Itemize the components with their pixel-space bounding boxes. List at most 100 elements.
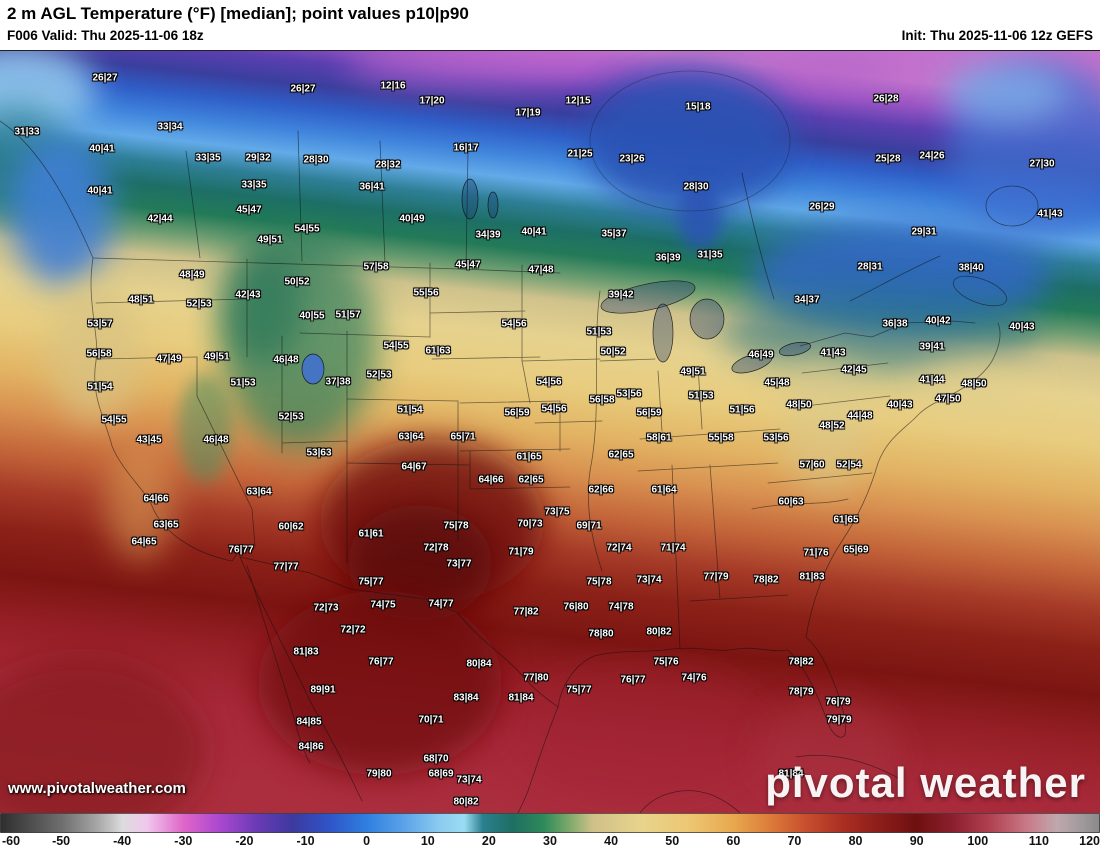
station-value: 81|84 [778,768,804,780]
station-value: 58|61 [646,432,672,444]
station-value: 76|77 [228,544,254,556]
station-value: 53|56 [763,432,789,444]
station-value: 73|77 [446,558,472,570]
station-value: 78|82 [788,656,814,668]
station-value: 71|76 [803,547,829,559]
colorbar-tick-label: 20 [481,834,496,848]
station-value: 68|69 [428,768,454,780]
station-value: 80|82 [453,796,479,808]
colorbar-tick-label: 100 [967,834,989,848]
station-value: 23|26 [619,153,645,165]
station-value: 48|50 [961,378,987,390]
station-value: 39|41 [919,341,945,353]
station-value: 45|48 [764,377,790,389]
station-value: 52|53 [366,369,392,381]
station-value: 26|27 [290,83,316,95]
station-value: 51|56 [729,404,755,416]
colorbar-tick-label: 110 [1028,834,1049,848]
station-value: 69|71 [576,520,602,532]
station-value: 76|77 [368,656,394,668]
station-value: 56|59 [504,407,530,419]
station-value: 52|54 [836,459,862,471]
station-value: 74|75 [370,599,396,611]
station-value: 83|84 [453,692,479,704]
station-value: 65|71 [450,431,476,443]
station-value: 79|80 [366,768,392,780]
station-value: 81|83 [799,571,825,583]
station-value: 40|42 [925,315,951,327]
station-value: 16|17 [453,142,479,154]
station-value: 76|79 [825,696,851,708]
station-value: 12|15 [565,95,591,107]
station-value: 63|64 [398,431,424,443]
station-value: 78|79 [788,686,814,698]
station-value: 43|45 [136,434,162,446]
colorbar-tick-label: 0 [363,834,371,848]
station-value: 50|52 [284,276,310,288]
station-value: 28|32 [375,159,401,171]
site-watermark: www.pivotalweather.com [8,780,186,797]
station-value: 29|31 [911,226,937,238]
brand-logo: pivotal weather [765,759,1086,806]
station-value: 33|35 [195,152,221,164]
station-value: 79|79 [826,714,852,726]
station-value: 78|80 [588,628,614,640]
station-value: 56|58 [589,394,615,406]
station-value: 76|80 [563,601,589,613]
station-value: 72|78 [423,542,449,554]
colorbar-tick-label: -10 [296,834,315,848]
station-value: 31|33 [14,126,40,138]
station-value: 46|48 [273,354,299,366]
station-value: 40|43 [1009,321,1035,333]
station-value: 48|49 [179,269,205,281]
station-value: 61|65 [833,514,859,526]
station-value: 36|39 [655,252,681,264]
station-value: 80|84 [466,658,492,670]
station-value: 72|72 [340,624,366,636]
station-value: 75|77 [358,576,384,588]
station-value: 77|80 [523,672,549,684]
geo-borders [0,70,1039,813]
colorbar-tick-label: 30 [543,834,557,848]
station-value: 26|27 [92,72,118,84]
colorbar-tick-label: 90 [909,834,924,848]
station-value: 72|74 [606,542,632,554]
station-value: 71|74 [660,542,686,554]
station-value: 51|54 [87,381,113,393]
station-value: 77|82 [513,606,539,618]
station-value: 48|51 [128,294,154,306]
station-value: 77|79 [703,571,729,583]
station-value: 77|77 [273,561,299,573]
station-value: 63|65 [153,519,179,531]
station-value: 40|49 [399,213,425,225]
station-value: 54|56 [536,376,562,388]
meta-bar: F006 Valid: Thu 2025-11-06 18z Init: Thu… [0,28,1100,50]
colorbar-tick-label: 50 [665,834,680,848]
colorbar-tick-label: 10 [420,834,435,848]
station-value: 53|63 [306,447,332,459]
station-value: 74|77 [428,598,454,610]
station-value: 64|67 [401,461,427,473]
station-value: 41|44 [919,374,945,386]
station-value: 55|56 [413,287,439,299]
lakes [301,178,812,385]
station-value: 70|73 [517,518,543,530]
station-value: 49|51 [680,366,706,378]
station-value: 48|52 [819,420,845,432]
colorbar-gradient [0,813,1100,833]
station-value: 28|30 [303,154,329,166]
station-value: 75|76 [653,656,679,668]
station-value: 60|62 [278,521,304,533]
station-value: 64|65 [131,536,157,548]
station-value: 31|35 [697,249,723,261]
station-value: 62|65 [608,449,634,461]
station-value: 57|58 [363,261,389,273]
station-value: 51|54 [397,404,423,416]
station-value: 54|55 [294,223,320,235]
station-value: 64|66 [143,493,169,505]
station-value: 56|59 [636,407,662,419]
station-value: 73|74 [636,574,662,586]
station-value: 15|18 [685,101,711,113]
station-value: 25|28 [875,153,901,165]
